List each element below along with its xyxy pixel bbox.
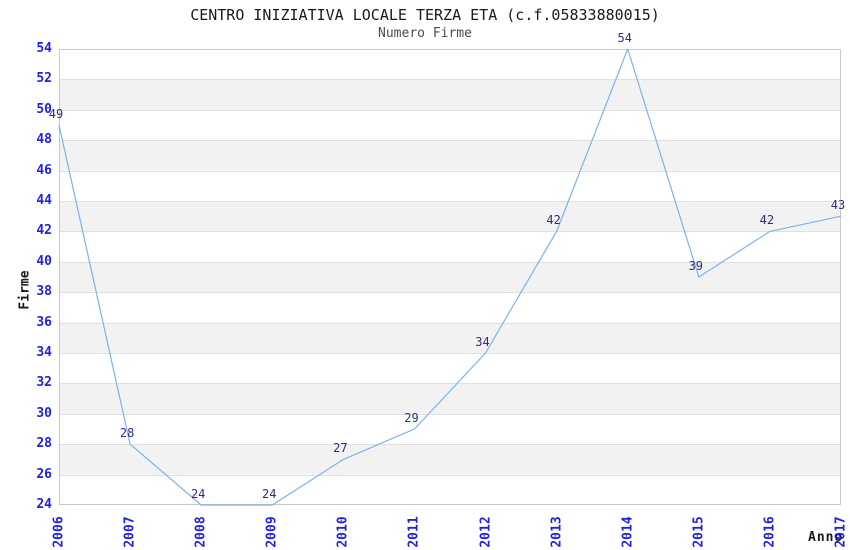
series-line — [58, 48, 842, 506]
point-value-label: 49 — [48, 107, 64, 121]
point-value-label: 28 — [119, 426, 135, 441]
grid-band — [59, 383, 841, 414]
chart-title: CENTRO INIZIATIVA LOCALE TERZA ETA (c.f.… — [190, 6, 660, 24]
grid-band — [59, 140, 841, 171]
x-tick-label: 2008 — [193, 516, 209, 548]
y-tick-label: 38 — [36, 284, 52, 300]
point-value-label: 42 — [759, 213, 775, 228]
x-tick-label: 2010 — [335, 516, 351, 548]
x-tick-label: 2015 — [691, 516, 707, 548]
y-tick-label: 40 — [36, 253, 52, 269]
y-tick-label: 28 — [36, 436, 52, 452]
y-tick-label: 54 — [36, 41, 52, 56]
y-tick-label: 24 — [36, 497, 52, 512]
x-tick-label: 2009 — [264, 516, 280, 548]
x-axis-title: Anno — [808, 530, 844, 545]
x-tick-label: 2014 — [620, 516, 636, 548]
point-value-label: 39 — [688, 259, 704, 273]
y-tick-label: 52 — [36, 71, 52, 87]
y-tick-label: 34 — [36, 345, 52, 360]
point-value-label: 24 — [262, 487, 277, 501]
x-tick-label: 2016 — [762, 516, 778, 548]
grid-band — [59, 444, 841, 475]
x-tick-label: 2007 — [122, 516, 138, 548]
x-tick-label: 2017 — [833, 516, 849, 548]
point-value-label: 29 — [404, 411, 419, 425]
point-value-label: 54 — [617, 31, 632, 45]
y-tick-label: 30 — [36, 405, 52, 421]
y-tick-label: 32 — [36, 375, 52, 391]
y-tick-label: 42 — [36, 223, 52, 239]
grid-band — [59, 79, 841, 110]
plot-area — [58, 48, 842, 506]
y-tick-label: 36 — [36, 314, 52, 330]
x-tick-label: 2013 — [549, 516, 565, 548]
grid-band — [59, 322, 841, 353]
point-value-label: 27 — [333, 441, 348, 456]
grid-band — [59, 201, 841, 232]
y-tick-label: 46 — [36, 162, 52, 178]
y-tick-label: 48 — [36, 132, 52, 148]
x-tick-label: 2011 — [406, 516, 422, 548]
y-tick-label: 50 — [36, 101, 52, 117]
plot-border — [59, 49, 841, 505]
line-series-svg — [58, 48, 842, 506]
grid-band — [59, 261, 841, 293]
y-tick-label: 44 — [36, 193, 52, 208]
point-value-label: 43 — [830, 198, 846, 213]
y-tick-label: 26 — [36, 466, 52, 482]
point-value-label: 34 — [475, 335, 490, 349]
x-tick-label: 2006 — [51, 516, 67, 548]
chart-subtitle: Numero Firme — [378, 26, 472, 41]
point-value-label: 42 — [546, 213, 561, 228]
x-tick-label: 2012 — [478, 516, 494, 548]
point-value-label: 24 — [190, 487, 206, 501]
